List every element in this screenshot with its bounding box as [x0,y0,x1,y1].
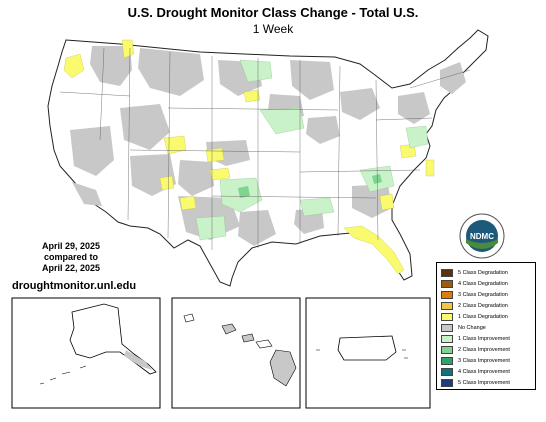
alaska-no-change [124,350,152,370]
logo-text: NDMC [470,232,494,241]
legend-swatch [441,279,453,288]
legend-label: 5 Class Improvement [458,379,510,386]
comparison-dates: April 29, 2025 compared to April 22, 202… [20,241,122,274]
legend-label: 2 Class Improvement [458,346,510,353]
legend-item: 5 Class Degradation [441,267,508,278]
legend-label: 1 Class Improvement [458,335,510,342]
legend-swatch [441,378,453,387]
alaska-islands [39,365,87,385]
legend-swatch [441,312,453,321]
legend-swatch [441,334,453,343]
state-boundaries [59,47,471,250]
legend-item: 5 Class Improvement [441,377,510,388]
legend-item: 3 Class Improvement [441,355,510,366]
map-subtitle: 1 Week [252,22,294,36]
legend-swatch [441,301,453,310]
puerto-rico-shape [337,335,397,361]
legend-swatch [441,290,453,299]
legend-item: No Change [441,322,486,333]
legend-item: 2 Class Improvement [441,344,510,355]
us-outline [47,29,489,287]
legend-swatch [441,323,453,332]
legend: 5 Class Degradation 4 Class Degradation 3 … [436,262,536,390]
ndmc-logo: NDMC [459,213,505,259]
legend-swatch [441,356,453,365]
legend-item: 4 Class Degradation [441,278,508,289]
previous-date: April 22, 2025 [41,263,101,273]
legend-label: 1 Class Degradation [458,313,508,320]
legend-swatch [441,345,453,354]
degradation-areas [63,39,435,275]
compared-to-text: compared to [43,252,98,262]
legend-item: 3 Class Degradation [441,289,508,300]
current-date: April 29, 2025 [41,241,101,251]
legend-label: 4 Class Improvement [458,368,510,375]
legend-label: 5 Class Degradation [458,269,508,276]
hawaii-islands [183,313,297,387]
improvement-2-areas [238,174,382,198]
website-url[interactable]: droughtmonitor.unl.edu [12,280,137,292]
legend-label: 4 Class Degradation [458,280,508,287]
legend-swatch [441,367,453,376]
map-title: U.S. Drought Monitor Class Change - Tota… [127,5,419,20]
puerto-rico-islets [316,349,408,359]
legend-label: 2 Class Degradation [458,302,508,309]
legend-label: No Change [458,324,486,331]
legend-item: 1 Class Improvement [441,333,510,344]
legend-item: 4 Class Improvement [441,366,510,377]
legend-swatch [441,268,453,277]
legend-label: 3 Class Degradation [458,291,508,298]
legend-item: 2 Class Degradation [441,300,508,311]
legend-label: 3 Class Improvement [458,357,510,364]
legend-item: 1 Class Degradation [441,311,508,322]
